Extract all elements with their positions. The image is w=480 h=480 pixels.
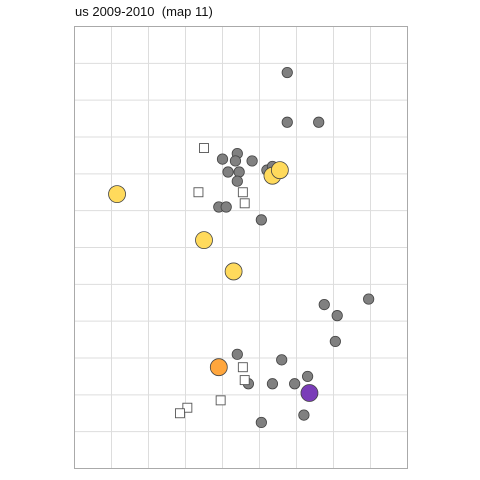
data-point-gray [276, 354, 288, 366]
plot-frame [74, 26, 408, 469]
data-point-square [174, 408, 185, 419]
data-point-gray [363, 293, 375, 305]
data-point-gray [329, 335, 341, 348]
data-point-square [237, 187, 248, 198]
data-point-gray [281, 66, 293, 79]
data-point-gray [255, 416, 267, 429]
data-points [108, 66, 375, 429]
data-point-gray [255, 214, 267, 226]
data-point-yellow [195, 231, 213, 250]
data-point-gray [231, 175, 243, 187]
data-point-gray [318, 298, 330, 311]
data-point-gray [246, 155, 258, 167]
data-point-square [239, 375, 250, 386]
data-point-square [199, 143, 209, 154]
grid-lines [74, 26, 408, 469]
data-point-gray [220, 201, 232, 213]
data-point-purple [300, 384, 319, 402]
data-point-yellow [108, 185, 126, 203]
data-point-yellow [224, 262, 243, 281]
data-point-gray [231, 348, 243, 360]
chart-title: us 2009-2010 (map 11) [75, 4, 213, 19]
data-point-gray [289, 378, 301, 390]
data-point-square [193, 187, 204, 198]
data-point-square [182, 402, 193, 413]
data-point-gray [301, 370, 314, 383]
data-point-gray [298, 409, 310, 421]
data-point-gray [233, 166, 245, 178]
data-point-yellow [270, 161, 289, 180]
data-point-square [215, 395, 226, 406]
data-point-gray [229, 155, 242, 167]
data-point-square [239, 198, 250, 209]
data-point-gray [331, 310, 343, 322]
data-point-gray [266, 378, 279, 390]
data-point-square [237, 362, 248, 373]
data-point-gray [281, 116, 293, 128]
data-point-gray [216, 153, 229, 165]
data-point-orange [209, 358, 228, 377]
data-point-gray [313, 116, 325, 128]
data-point-gray [222, 166, 234, 178]
